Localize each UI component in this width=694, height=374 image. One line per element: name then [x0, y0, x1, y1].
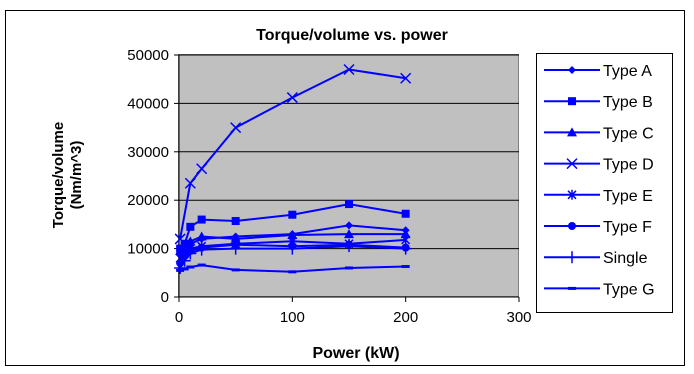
- legend-marker: [566, 251, 578, 264]
- legend-label: Type G: [603, 281, 655, 298]
- data-point: [400, 229, 411, 239]
- data-point: [179, 241, 190, 251]
- data-point: [197, 215, 206, 224]
- data-point: [178, 254, 191, 267]
- gridlines: [179, 54, 519, 250]
- series-single: [174, 240, 412, 274]
- data-point: [401, 209, 410, 218]
- x-axis-title: Power (kW): [312, 345, 399, 362]
- legend-entry: Type A: [544, 63, 652, 80]
- data-point: [230, 122, 242, 134]
- data-point: [184, 177, 196, 189]
- legend-marker: [566, 158, 578, 170]
- y-axis-title-line-1: Torque/volume: [50, 122, 67, 228]
- data-point: [174, 233, 186, 245]
- data-point: [287, 230, 298, 240]
- y-axis-title: Torque/volume (Nm/m^3): [50, 122, 85, 228]
- series-line: [179, 245, 406, 269]
- data-point: [400, 72, 412, 84]
- legend-entry: Type E: [544, 188, 653, 205]
- data-point: [345, 200, 353, 209]
- legend-label: Type F: [603, 219, 652, 236]
- legend-label: Type E: [603, 188, 653, 205]
- data-point: [401, 265, 410, 269]
- legend-marker: [568, 286, 576, 290]
- data-point: [288, 210, 297, 219]
- legend-entry: Single: [544, 250, 648, 267]
- data-point: [231, 268, 240, 272]
- legend-label: Type C: [603, 125, 654, 142]
- data-point: [345, 266, 353, 270]
- data-point: [180, 267, 189, 271]
- legend-entry: Type C: [544, 125, 654, 142]
- legend-marker: [567, 189, 577, 200]
- data-point: [195, 243, 208, 256]
- y-tick-label: 10000: [127, 241, 169, 258]
- legend-marker: [567, 127, 577, 137]
- data-point: [185, 236, 196, 246]
- y-tick-label: 40000: [127, 95, 169, 112]
- legend-box: [536, 53, 673, 313]
- x-tick-label: 0: [175, 309, 183, 326]
- data-point: [184, 247, 197, 260]
- series-type-c: [175, 229, 411, 256]
- legend-marker: [568, 66, 576, 74]
- data-point: [186, 222, 195, 231]
- data-point: [197, 263, 206, 267]
- data-point: [229, 242, 242, 255]
- data-point: [231, 217, 240, 226]
- legend-entry: Type D: [544, 157, 654, 174]
- data-point: [196, 231, 207, 241]
- data-point: [288, 270, 297, 274]
- series-type-g: [176, 263, 410, 274]
- data-point: [176, 268, 185, 272]
- x-tick-label: 100: [280, 309, 305, 326]
- legend-label: Type A: [603, 63, 652, 80]
- data-point: [286, 242, 299, 255]
- legend-marker: [568, 222, 576, 230]
- data-point: [343, 63, 355, 76]
- data-point: [186, 265, 195, 269]
- data-point: [196, 163, 208, 175]
- x-tick-label: 300: [506, 309, 531, 326]
- y-tick-label: 30000: [127, 144, 169, 161]
- data-point: [343, 240, 355, 253]
- legend-entry: Type B: [544, 94, 653, 111]
- data-point: [399, 242, 412, 255]
- y-axis-title-line-2: (Nm/m^3): [68, 141, 85, 210]
- legend: Type A Type B Type C Type D Type E Type F Sing…: [544, 63, 655, 298]
- data-point: [345, 221, 353, 230]
- legend-label: Type B: [603, 94, 653, 111]
- legend-entry: Type G: [544, 281, 655, 298]
- series-layer: [174, 63, 412, 274]
- chart-title: Torque/volume vs. power: [256, 27, 448, 44]
- plot-area: [178, 54, 519, 297]
- series-type-d: [174, 63, 412, 245]
- data-point: [286, 92, 298, 104]
- data-point: [344, 229, 354, 239]
- legend-entry: Type F: [544, 219, 652, 236]
- x-tick-label: 200: [393, 309, 418, 326]
- y-tick-label: 0: [161, 289, 169, 306]
- legend-label: Type D: [603, 157, 654, 174]
- y-tick-label: 50000: [127, 47, 169, 64]
- y-tick-label: 20000: [127, 192, 169, 209]
- legend-marker: [568, 97, 576, 106]
- legend-label: Single: [603, 250, 648, 267]
